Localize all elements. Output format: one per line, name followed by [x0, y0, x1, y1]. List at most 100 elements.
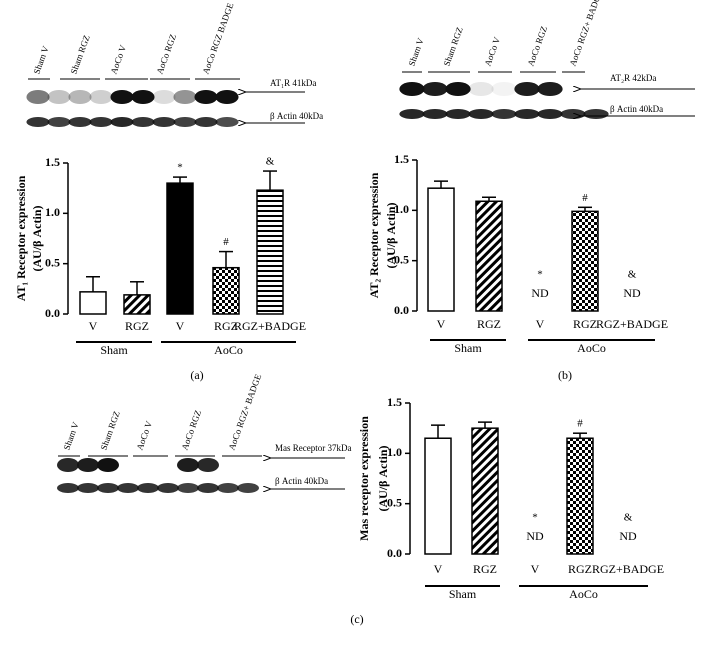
significance-marker: &: [624, 512, 633, 524]
lane-label: Sham RGZ: [441, 26, 464, 68]
lane-label: AoCo RGZ: [154, 33, 178, 76]
group-label: Sham: [449, 587, 477, 601]
band: [177, 458, 199, 472]
y-tick-label: 1.5: [387, 395, 402, 409]
significance-marker: &: [628, 269, 637, 281]
y-axis-label: (AU/β Actin): [376, 446, 390, 512]
x-tick-label: V: [176, 319, 185, 333]
value-label: ND: [531, 286, 549, 300]
band-label: β Actin 40kDa: [610, 104, 663, 114]
significance-marker: *: [532, 512, 538, 524]
significance-marker: #: [582, 192, 588, 204]
bar: [571, 210, 599, 312]
band: [514, 82, 540, 96]
band: [57, 483, 79, 493]
x-tick-label: RGZ: [568, 562, 592, 576]
significance-marker: *: [177, 162, 183, 174]
band: [26, 90, 50, 104]
caption: (c): [350, 612, 363, 626]
band: [197, 458, 219, 472]
band: [47, 90, 71, 104]
lane-label: AoCo V: [482, 35, 502, 67]
band: [89, 90, 113, 104]
bar: [471, 427, 499, 555]
band: [177, 483, 199, 493]
value-label: ND: [623, 286, 641, 300]
band: [117, 483, 139, 493]
bar: [475, 200, 503, 312]
significance-marker: &: [266, 156, 275, 168]
lane-label: AoCo RGZ+ BADGE: [226, 372, 263, 451]
band: [89, 117, 113, 127]
lane-label: AoCo V: [134, 419, 154, 451]
significance-marker: #: [577, 418, 583, 430]
band-label: AT₁R 41kDa: [270, 78, 316, 88]
lane-label: Sham V: [406, 36, 426, 67]
band: [131, 90, 155, 104]
y-axis-label: AT₂ Receptor expression: [367, 172, 381, 298]
band: [57, 458, 79, 472]
lane-label: AoCo RGZ: [179, 409, 203, 452]
y-tick-label: 0.5: [45, 255, 60, 269]
band-label: β Actin 40kDa: [270, 111, 323, 121]
band: [26, 117, 50, 127]
x-tick-label: RGZ: [125, 319, 149, 333]
x-tick-label: RGZ: [473, 562, 497, 576]
x-tick-label: V: [434, 562, 443, 576]
y-tick-label: 1.0: [45, 205, 60, 219]
lane-label: AoCo RGZ BADGE: [200, 1, 235, 75]
band: [237, 483, 259, 493]
bar: [123, 294, 151, 315]
group-label: Sham: [100, 343, 128, 357]
band: [537, 109, 563, 119]
band-label: AT₂R 42kDa: [610, 73, 656, 83]
group-label: AoCo: [569, 587, 598, 601]
band: [173, 90, 197, 104]
band: [215, 117, 239, 127]
band: [68, 90, 92, 104]
band: [68, 117, 92, 127]
lane-label: Sham RGZ: [68, 34, 91, 76]
x-tick-label: RGZ: [214, 319, 238, 333]
y-tick-label: 1.0: [394, 202, 409, 216]
band: [77, 458, 99, 472]
y-tick-label: 0.0: [387, 546, 402, 560]
band: [110, 90, 134, 104]
band: [173, 117, 197, 127]
y-axis-label: AT₁ Receptor expression: [14, 175, 28, 301]
y-tick-label: 1.5: [394, 152, 409, 166]
bar: [212, 266, 240, 315]
band: [422, 82, 448, 96]
bar: [79, 291, 107, 315]
band: [468, 82, 494, 96]
band-label: β Actin 40kDa: [275, 476, 328, 486]
band: [97, 458, 119, 472]
lane-label: Sham V: [31, 44, 51, 75]
y-tick-label: 1.5: [45, 155, 60, 169]
x-tick-label: RGZ+BADGE: [592, 562, 664, 576]
x-tick-label: V: [89, 319, 98, 333]
y-axis-label: (AU/β Actin): [384, 203, 398, 269]
band: [47, 117, 71, 127]
band: [491, 82, 517, 96]
x-tick-label: RGZ: [477, 317, 501, 331]
band: [422, 109, 448, 119]
band: [131, 117, 155, 127]
bar: [566, 437, 594, 555]
band: [215, 90, 239, 104]
lane-label: Sham V: [61, 420, 81, 451]
lane-label: AoCo RGZ+ BADGE: [567, 0, 604, 67]
band: [152, 90, 176, 104]
band: [77, 483, 99, 493]
band: [583, 109, 609, 119]
band: [445, 109, 471, 119]
band: [194, 117, 218, 127]
band: [97, 483, 119, 493]
lane-label: AoCo RGZ: [525, 25, 549, 68]
lane-label: AoCo V: [108, 43, 128, 75]
x-tick-label: V: [437, 317, 446, 331]
band: [137, 483, 159, 493]
caption: (b): [558, 368, 572, 382]
y-tick-label: 0.5: [387, 495, 402, 509]
